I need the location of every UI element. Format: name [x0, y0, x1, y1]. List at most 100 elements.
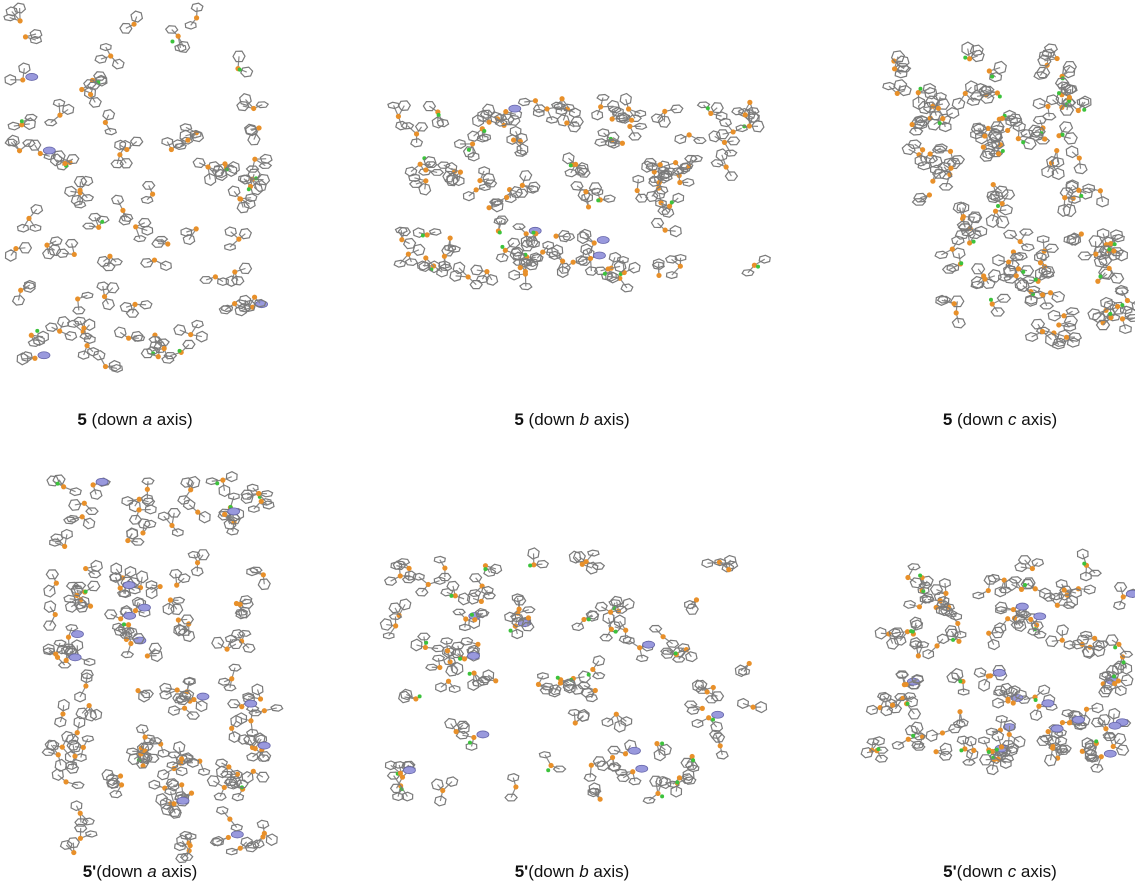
ring: [137, 725, 149, 733]
ring: [1115, 583, 1127, 592]
phosphorus-atom: [83, 683, 88, 688]
phosphorus-atom: [251, 769, 256, 774]
phosphorus-atom: [940, 116, 945, 121]
ring: [71, 195, 83, 205]
phosphorus-atom: [1076, 188, 1081, 193]
caption-text: (down: [87, 410, 143, 429]
chlorine-atom: [238, 68, 242, 72]
chlorine-atom: [1023, 583, 1027, 587]
ring: [105, 128, 116, 134]
ring: [55, 717, 66, 727]
phosphorus-atom: [678, 264, 683, 269]
phosphorus-atom: [239, 704, 244, 709]
phosphorus-atom: [571, 260, 576, 265]
phosphorus-atom: [1115, 304, 1120, 309]
anion: [26, 73, 38, 80]
ring: [1004, 230, 1017, 238]
phosphorus-atom: [747, 661, 752, 666]
chlorine-atom: [998, 94, 1002, 98]
phosphorus-atom: [162, 346, 167, 351]
ring: [1115, 686, 1126, 696]
chlorine-atom: [1034, 698, 1038, 702]
phosphorus-atom: [694, 597, 699, 602]
chlorine-atom: [989, 298, 993, 302]
phosphorus-atom: [414, 131, 419, 136]
ring: [162, 356, 174, 363]
ring: [232, 630, 244, 639]
phosphorus-atom: [1011, 607, 1016, 612]
phosphorus-atom: [81, 325, 86, 330]
phosphorus-atom: [626, 106, 631, 111]
phosphorus-atom: [262, 831, 267, 836]
packing-view: [388, 94, 770, 292]
chlorine-atom: [247, 187, 251, 191]
ring: [192, 320, 203, 327]
ring: [380, 619, 392, 630]
phosphorus-atom: [1045, 104, 1050, 109]
phosphorus-atom: [463, 616, 468, 621]
phosphorus-atom: [1121, 594, 1126, 599]
packing-view: [42, 472, 282, 863]
ring: [120, 303, 132, 313]
ring: [95, 55, 107, 63]
axis-letter: b: [580, 410, 589, 429]
phosphorus-atom: [117, 152, 122, 157]
phosphorus-atom: [442, 254, 447, 259]
phosphorus-atom: [194, 15, 199, 20]
phosphorus-atom: [54, 581, 59, 586]
phosphorus-atom: [224, 647, 229, 652]
phosphorus-atom: [125, 538, 130, 543]
ring: [671, 105, 683, 113]
phosphorus-atom: [637, 645, 642, 650]
phosphorus-atom: [137, 497, 142, 502]
chlorine-atom: [959, 261, 963, 265]
phosphorus-atom: [179, 756, 184, 761]
ring: [173, 529, 184, 536]
phosphorus-atom: [423, 645, 428, 650]
phosphorus-atom: [690, 754, 695, 759]
phosphorus-atom: [1095, 279, 1100, 284]
phosphorus-atom: [423, 178, 428, 183]
ring: [736, 125, 747, 132]
chlorine-atom: [1113, 645, 1117, 649]
phosphorus-atom: [87, 703, 92, 708]
phosphorus-atom: [138, 585, 143, 590]
phosphorus-atom: [458, 170, 463, 175]
phosphorus-atom: [466, 274, 471, 279]
anion: [628, 747, 640, 754]
anion: [71, 631, 83, 638]
chlorine-atom: [918, 574, 922, 578]
phosphorus-atom: [520, 183, 525, 188]
caption: 5 (down a axis): [0, 410, 285, 430]
ring: [598, 129, 609, 137]
phosphorus-atom: [513, 784, 518, 789]
phosphorus-atom: [61, 484, 66, 489]
caption-text: (down: [957, 862, 1008, 881]
phosphorus-atom: [32, 356, 37, 361]
phosphorus-atom: [990, 301, 995, 306]
phosphorus-atom: [1108, 315, 1113, 320]
ring: [125, 567, 136, 577]
phosphorus-atom: [533, 98, 538, 103]
ring: [987, 765, 999, 775]
phosphorus-atom: [623, 751, 628, 756]
ring: [431, 170, 443, 176]
phosphorus-atom: [658, 162, 663, 167]
phosphorus-atom: [142, 734, 147, 739]
phosphorus-atom: [232, 269, 237, 274]
compound: 5: [943, 410, 952, 429]
phosphorus-atom: [136, 507, 141, 512]
ring: [416, 588, 428, 596]
ring: [620, 94, 631, 105]
phosphorus-atom: [158, 584, 163, 589]
phosphorus-atom: [940, 730, 945, 735]
caption-text: axis): [157, 862, 198, 881]
ring: [166, 26, 178, 33]
anion: [643, 641, 655, 648]
phosphorus-atom: [396, 114, 401, 119]
phosphorus-atom: [1112, 681, 1117, 686]
ring: [404, 239, 416, 249]
ring: [1031, 319, 1044, 329]
ring: [711, 103, 723, 113]
chlorine-atom: [995, 748, 999, 752]
